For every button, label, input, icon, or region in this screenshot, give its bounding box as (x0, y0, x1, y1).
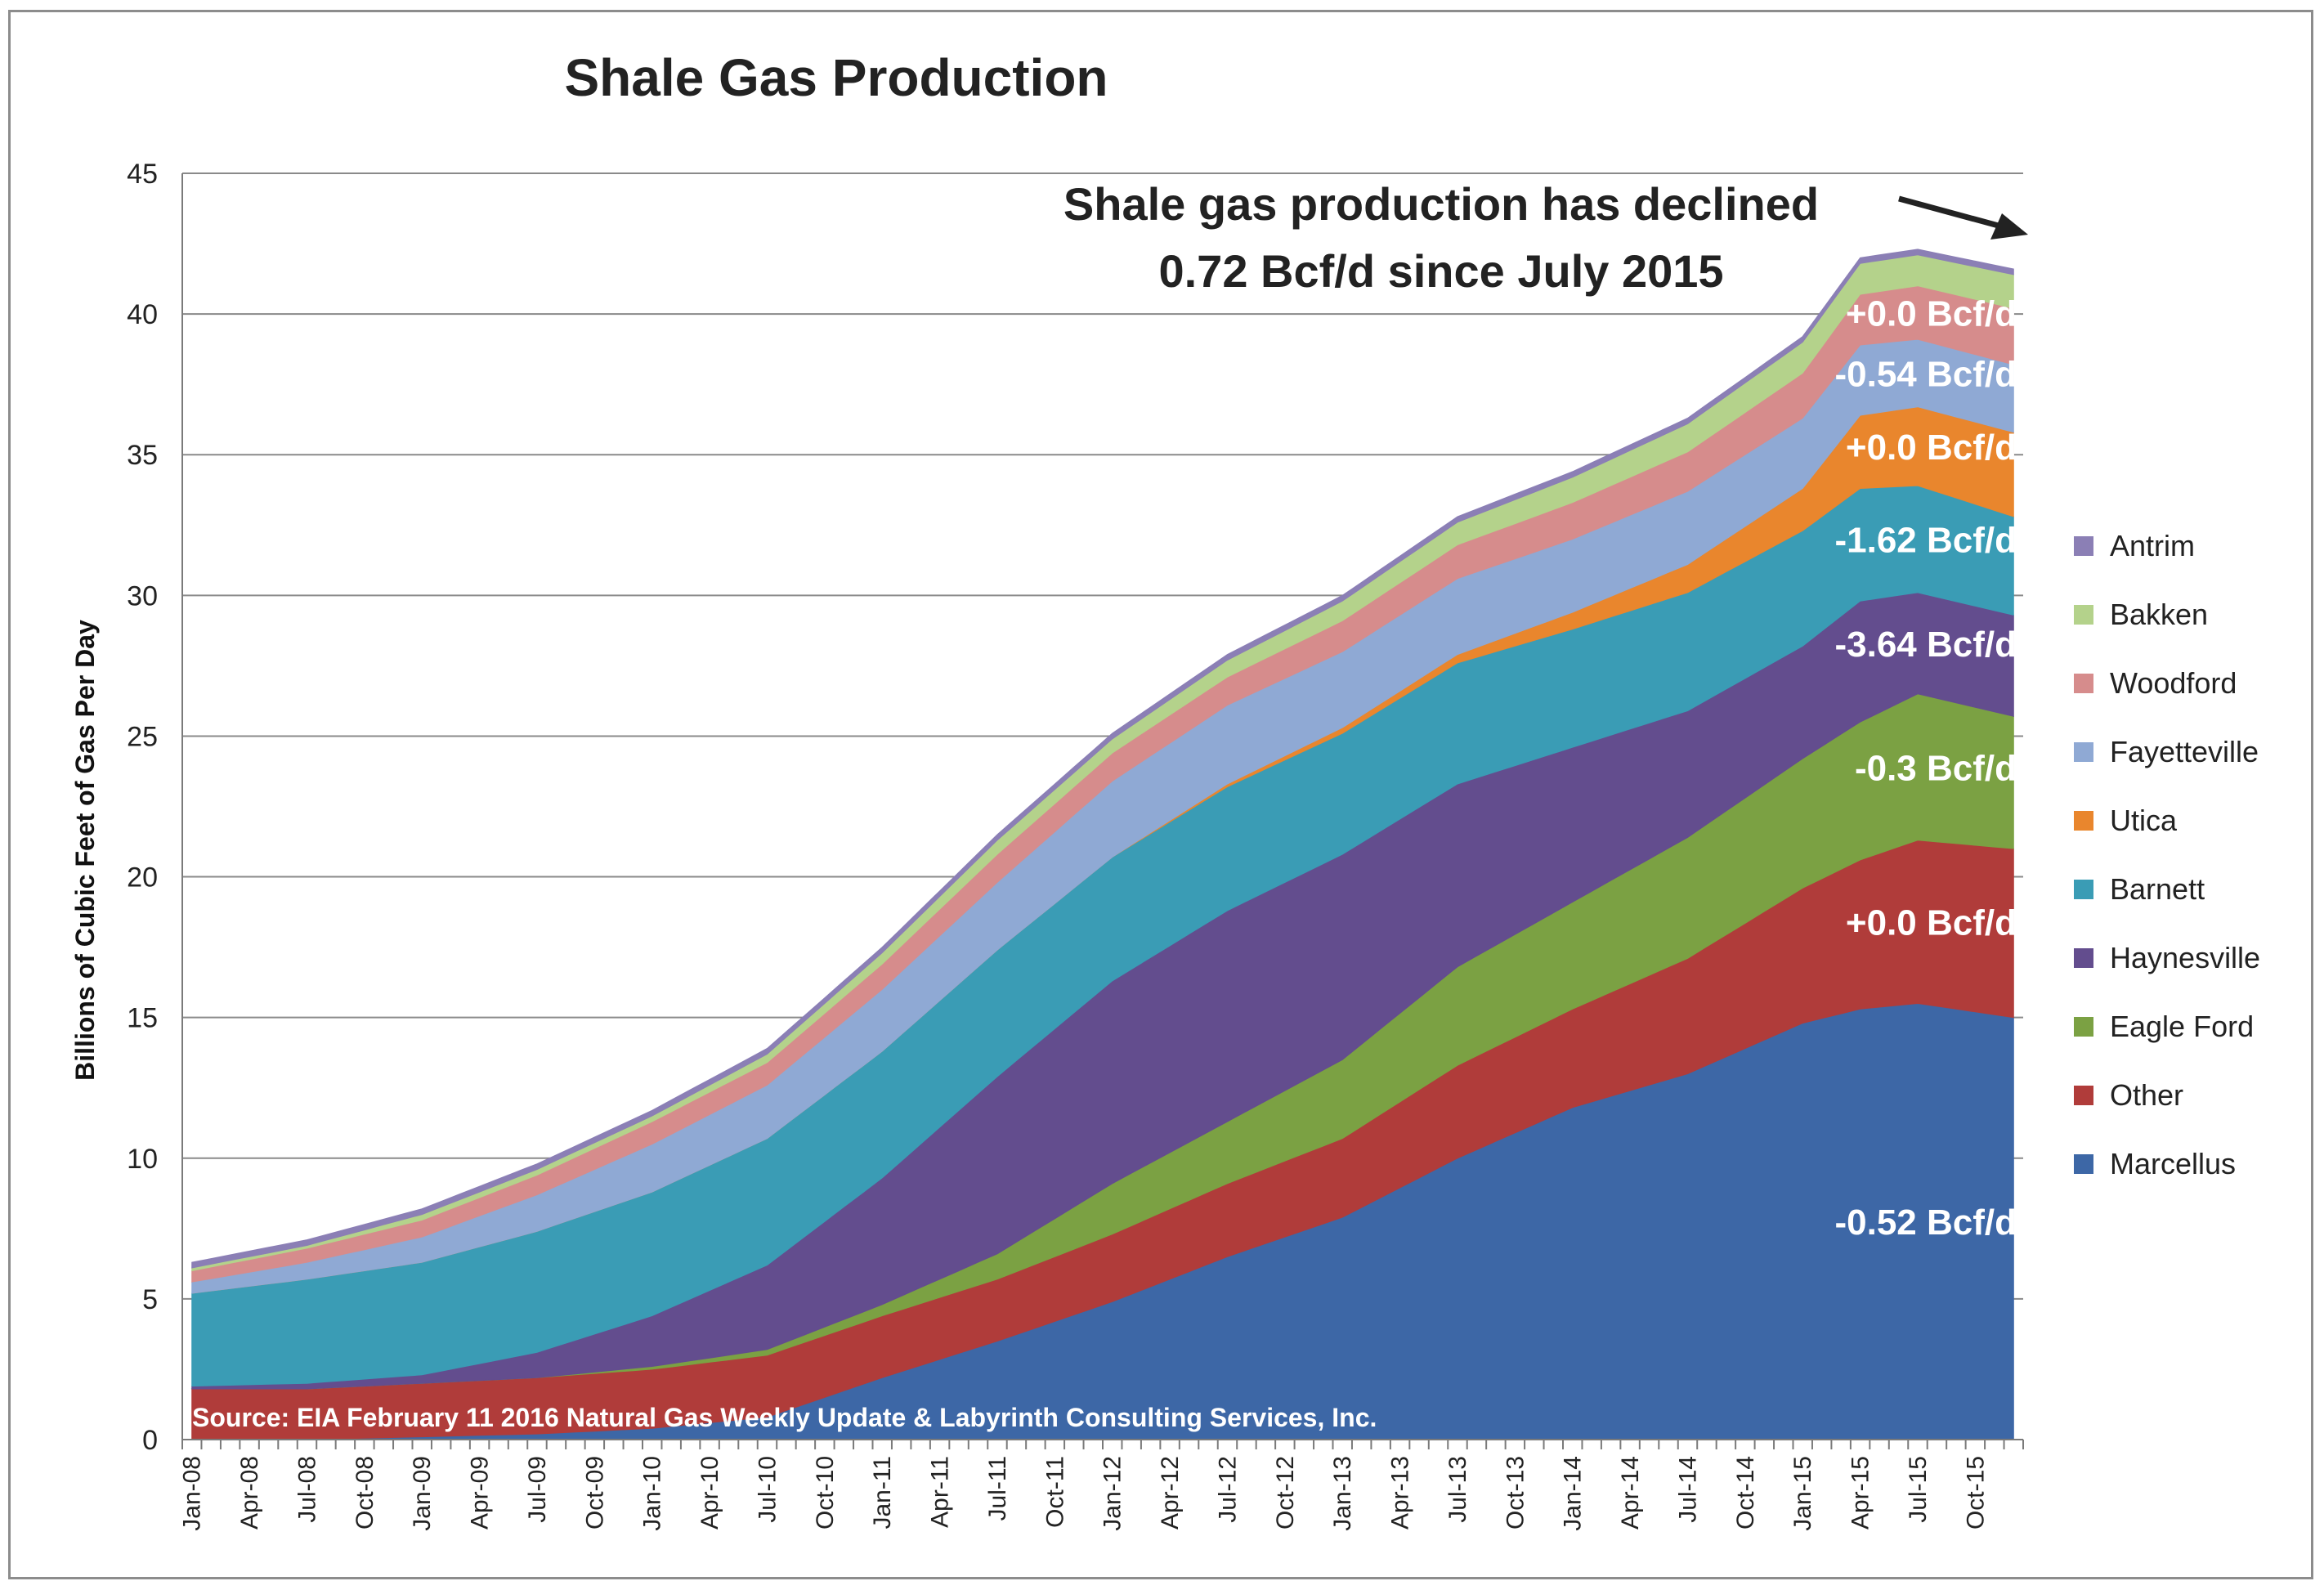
series-change-label: +0.0 Bcf/d (1846, 428, 2017, 468)
x-tick-label: Oct-14 (1732, 1456, 1759, 1530)
legend-label: Antrim (2110, 529, 2195, 562)
x-tick-label: Apr-09 (467, 1456, 494, 1530)
x-tick-label: Apr-14 (1617, 1456, 1644, 1530)
y-tick-label: 35 (127, 440, 158, 471)
x-tick-label: Jan-12 (1099, 1456, 1126, 1531)
legend-label: Eagle Ford (2110, 1010, 2254, 1043)
x-tick-label: Oct-15 (1962, 1456, 1989, 1530)
x-tick-label: Apr-08 (236, 1456, 263, 1530)
x-tick-label: Jan-08 (179, 1456, 206, 1531)
chart-frame: Shale Gas Production Billions of Cubic F… (8, 10, 2313, 1579)
legend-swatch (2074, 674, 2093, 693)
x-tick-label: Apr-10 (696, 1456, 723, 1530)
legend-label: Other (2110, 1078, 2183, 1112)
legend: Antrim Bakken Woodford Fayetteville Utica Bar… (2074, 529, 2260, 1180)
x-tick-label: Oct-11 (1041, 1456, 1068, 1528)
legend-swatch (2074, 605, 2093, 625)
x-tick-label: Jul-09 (524, 1456, 551, 1523)
x-tick-label: Jul-15 (1905, 1456, 1932, 1523)
y-tick-label: 0 (142, 1425, 158, 1456)
x-tick-label: Jul-08 (294, 1456, 321, 1523)
legend-label: Bakken (2110, 598, 2208, 631)
series-change-label: +0.0 Bcf/d (1846, 293, 2017, 334)
legend-swatch (2074, 1086, 2093, 1105)
series-change-label: +0.0 Bcf/d (1846, 903, 2017, 943)
legend-label: Woodford (2110, 666, 2237, 700)
x-tick-label: Apr-13 (1387, 1456, 1414, 1530)
legend-swatch (2074, 1017, 2093, 1037)
series-change-label: -3.64 Bcf/d (1834, 625, 2017, 665)
x-tick-label: Apr-12 (1157, 1456, 1184, 1530)
arrow-icon (1898, 195, 2014, 233)
grid-layer (182, 172, 2023, 1300)
arrow-head-icon (1990, 213, 2028, 240)
label-layer: -0.52 Bcf/d +0.0 Bcf/d -0.3 Bcf/d -3.64 Bcf… (1834, 293, 2017, 1243)
series-change-label: -0.3 Bcf/d (1855, 748, 2017, 788)
x-tick-label: Jan-14 (1560, 1456, 1587, 1531)
legend-label: Haynesville (2110, 941, 2260, 974)
x-tick-label: Jul-14 (1675, 1456, 1702, 1523)
x-tick-label: Oct-10 (812, 1456, 839, 1530)
y-tick-label: 25 (127, 721, 158, 752)
legend-swatch (2074, 742, 2093, 762)
y-tick-label: 15 (127, 1003, 158, 1034)
chart-title: Shale Gas Production (564, 48, 1108, 107)
legend-label: Utica (2110, 804, 2178, 837)
area-layer (190, 249, 2014, 1440)
legend-label: Fayetteville (2110, 735, 2259, 768)
y-axis-label: Billions of Cubic Feet of Gas Per Day (70, 620, 100, 1081)
legend-label: Marcellus (2110, 1147, 2236, 1180)
x-tick-label: Apr-15 (1847, 1456, 1874, 1530)
y-tick-label: 40 (127, 299, 158, 330)
x-tick-label: Jan-10 (639, 1456, 666, 1531)
y-tick-label: 5 (142, 1284, 158, 1315)
x-tick-label: Jan-09 (409, 1456, 436, 1531)
x-tick-label: Jan-15 (1789, 1456, 1816, 1531)
legend-swatch (2074, 880, 2093, 899)
series-change-label: -1.62 Bcf/d (1834, 520, 2017, 560)
legend-swatch (2074, 1154, 2093, 1174)
y-tick-label: 45 (127, 159, 158, 190)
y-tick-label: 10 (127, 1144, 158, 1175)
legend-label: Barnett (2110, 872, 2205, 906)
x-tick-label: Oct-09 (581, 1456, 608, 1530)
x-tick-label: Jul-13 (1444, 1456, 1471, 1523)
x-tick-label: Jul-12 (1215, 1456, 1242, 1523)
x-tick-label: Jul-11 (984, 1456, 1011, 1521)
chart-svg: Shale Gas Production Billions of Cubic F… (70, 48, 2260, 1531)
series-change-label: -0.54 Bcf/d (1834, 354, 2017, 394)
annotation-line-2: 0.72 Bcf/d since July 2015 (1158, 245, 1723, 297)
legend-swatch (2074, 536, 2093, 556)
y-tick-label: 20 (127, 862, 158, 894)
series-change-label: -0.52 Bcf/d (1834, 1203, 2017, 1243)
area-antrim (191, 249, 2014, 1269)
x-tick-label: Jan-13 (1329, 1456, 1356, 1531)
x-tick-label: Apr-11 (927, 1456, 954, 1528)
annotation: Shale gas production has declined 0.72 B… (1063, 178, 2028, 297)
axis-layer: 0 5 10 15 20 25 30 35 40 45 Jan-08 Apr-08 Jul-08 Oct-… (127, 159, 2024, 1531)
legend-swatch (2074, 948, 2093, 968)
legend-swatch (2074, 811, 2093, 831)
y-tick-label: 30 (127, 580, 158, 611)
x-tick-label: Oct-13 (1502, 1456, 1529, 1530)
x-tick-label: Jan-11 (869, 1456, 896, 1530)
x-tick-label: Oct-12 (1272, 1456, 1299, 1530)
x-tick-label: Oct-08 (352, 1456, 378, 1530)
x-tick-label: Jul-10 (755, 1456, 781, 1523)
annotation-line-1: Shale gas production has declined (1063, 178, 1819, 230)
source-note: Source: EIA February 11 2016 Natural Gas… (192, 1403, 1377, 1432)
